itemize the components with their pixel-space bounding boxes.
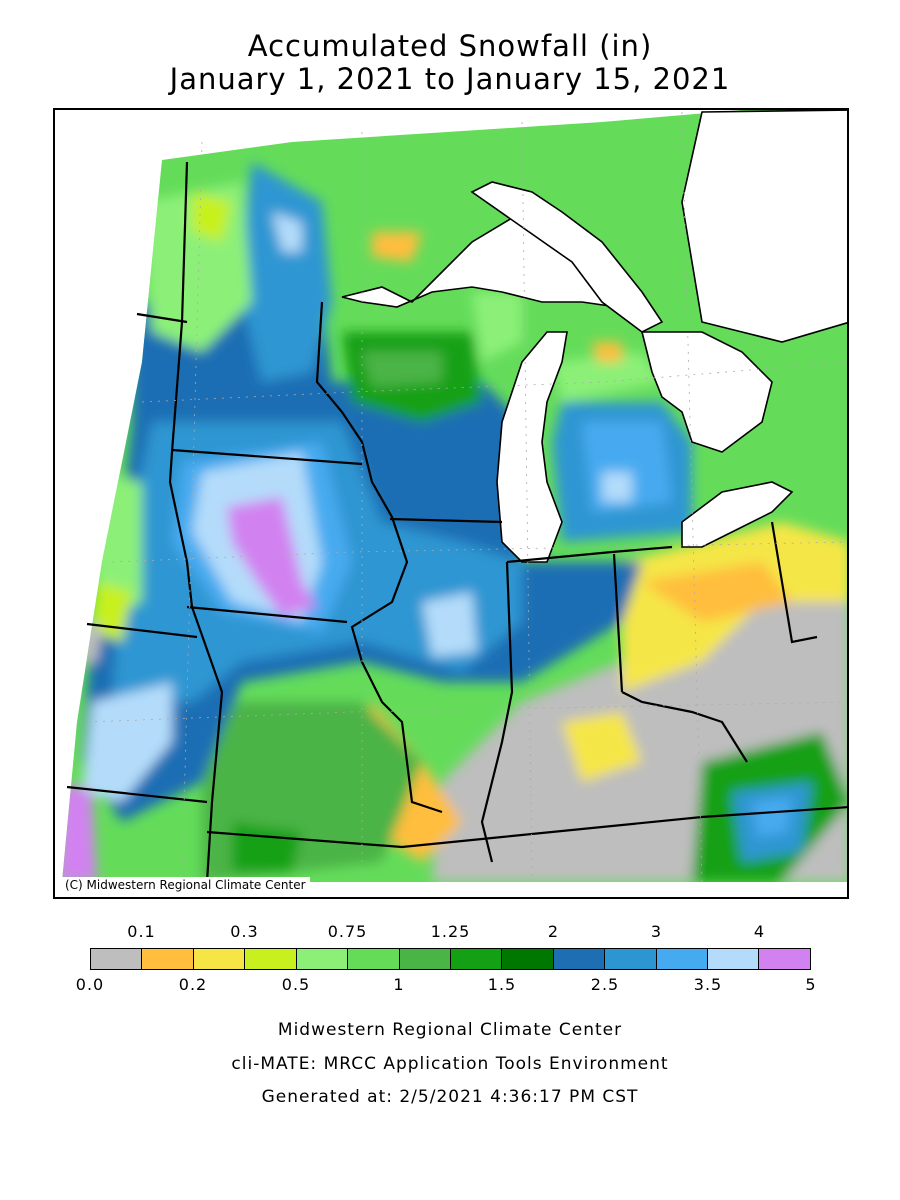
map-title: Accumulated Snowfall (in) — [247, 29, 653, 63]
legend-swatch — [245, 949, 297, 969]
legend-top-label: 0.1 — [127, 922, 156, 941]
legend-swatch — [553, 949, 606, 969]
legend-swatch — [656, 949, 709, 969]
legend-swatch — [450, 949, 503, 969]
legend-top-label: 0.3 — [230, 922, 259, 941]
footer-tool: cli-MATE: MRCC Application Tools Environ… — [231, 1054, 669, 1074]
great-lakes — [341, 110, 847, 563]
legend-swatch — [399, 949, 451, 969]
legend-top-label: 4 — [753, 922, 766, 941]
legend-bottom-label: 2.5 — [590, 975, 620, 994]
legend-bottom-label: 1 — [393, 975, 405, 994]
legend-bottom-label: 1.5 — [487, 975, 517, 994]
legend-top-label: 2 — [547, 922, 560, 941]
legend-swatch — [708, 949, 760, 969]
state-boundaries — [66, 161, 847, 883]
legend-top-label: 3 — [650, 922, 663, 941]
legend-swatch — [142, 949, 194, 969]
legend-swatch — [759, 949, 810, 969]
legend-swatch — [605, 949, 657, 969]
legend-swatch — [348, 949, 400, 969]
snowfall-map: (C) Midwestern Regional Climate Center — [53, 108, 849, 899]
legend-bottom-label: 0.5 — [281, 975, 311, 994]
map-subtitle: January 1, 2021 to January 15, 2021 — [169, 62, 731, 96]
copyright-label: (C) Midwestern Regional Climate Center — [61, 877, 310, 893]
graticule — [86, 111, 847, 883]
footer-generated: Generated at: 2/5/2021 4:36:17 PM CST — [261, 1087, 639, 1107]
footer-org: Midwestern Regional Climate Center — [277, 1020, 623, 1040]
legend-top-label: 0.75 — [327, 922, 368, 941]
legend-top-label: 1.25 — [430, 922, 471, 941]
legend-colorbar — [90, 948, 811, 970]
legend-bottom-label: 3.5 — [693, 975, 723, 994]
legend-bottom-label: 5 — [805, 975, 817, 994]
legend-swatch — [502, 949, 554, 969]
legend-swatch — [193, 949, 246, 969]
legend-swatch — [91, 949, 143, 969]
legend-swatch — [296, 949, 349, 969]
legend-bottom-label: 0.2 — [178, 975, 208, 994]
legend-bottom-label: 0.0 — [75, 975, 105, 994]
snowfall-map-graphic — [62, 110, 847, 883]
